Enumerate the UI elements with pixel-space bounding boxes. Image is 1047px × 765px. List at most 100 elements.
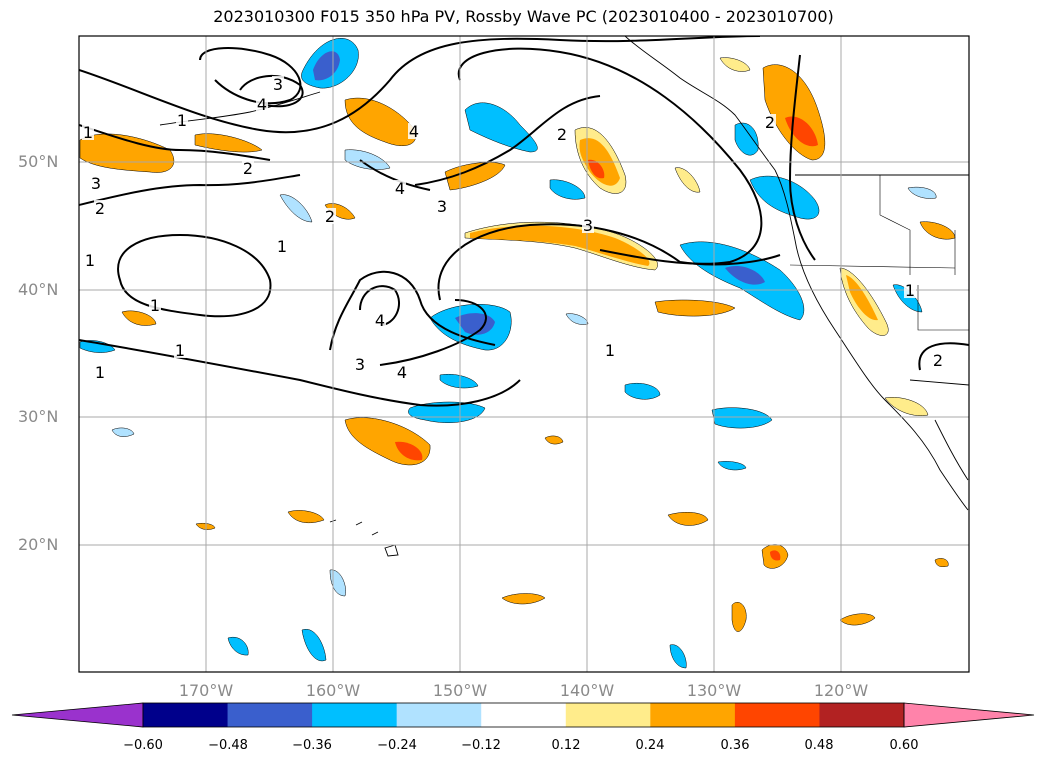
lon-label-120w: 120°W — [813, 681, 869, 700]
pv-anomaly-shading — [79, 38, 956, 669]
contour-label: 1 — [605, 341, 615, 360]
colorbar-tick: 0.36 — [720, 738, 750, 753]
neg-anomaly-blob — [711, 407, 773, 429]
colorbar-tick: −0.12 — [461, 738, 501, 753]
contour-pv-3 — [437, 223, 781, 301]
colorbar-tick: −0.48 — [208, 738, 248, 753]
map-frame — [78, 35, 970, 673]
neg-anomaly-blob — [624, 382, 661, 400]
colorbar-tick: −0.60 — [123, 738, 163, 753]
contour-label-bg — [324, 208, 336, 224]
contour-label: 4 — [395, 179, 405, 198]
lat-label-50n: 50°N — [18, 152, 59, 171]
contour-pv-4 — [359, 159, 431, 191]
contour-label: 3 — [437, 197, 447, 216]
colorbar-segment — [396, 703, 482, 727]
contour-label: 2 — [933, 351, 943, 370]
contour-label-bg — [84, 252, 96, 268]
contour-label-bg — [94, 364, 106, 380]
neg-anomaly-blob — [329, 569, 346, 597]
pos-anomaly-blob — [544, 435, 564, 445]
colorbar-tick: −0.24 — [377, 738, 417, 753]
colorbar-segment — [312, 703, 398, 727]
lon-label-170w: 170°W — [178, 681, 234, 700]
contour-label: 1 — [177, 111, 187, 130]
contour-pv-1 — [79, 339, 521, 407]
contour-pv-3 — [199, 47, 302, 105]
neg-anomaly-blob — [734, 122, 759, 156]
pos-anomaly-blob — [667, 512, 709, 526]
graticule — [79, 36, 969, 672]
colorbar-tick: 0.48 — [804, 738, 834, 753]
map-title: 2023010300 F015 350 hPa PV, Rossby Wave … — [213, 7, 834, 26]
contour-label-bg — [176, 112, 188, 128]
neg-anomaly-blob — [408, 401, 486, 423]
contour-pv-1 — [117, 233, 272, 318]
pos-anomaly-blob — [194, 133, 263, 153]
lon-label-160w: 160°W — [305, 681, 361, 700]
pos-anomaly-blob — [470, 225, 650, 266]
contour-label: 1 — [85, 251, 95, 270]
contour-label: 4 — [257, 95, 267, 114]
contour-label-bg — [374, 312, 386, 328]
neg-anomaly-core — [725, 265, 765, 285]
contour-label-bg — [932, 352, 944, 368]
contour-label-bg — [396, 364, 408, 380]
contour-label: 1 — [83, 123, 93, 142]
contour-pv-2 — [79, 174, 301, 206]
neg-anomaly-blob — [301, 628, 327, 662]
contour-label: 1 — [175, 341, 185, 360]
contour-label-bg — [408, 123, 420, 139]
colorbar-segment — [481, 703, 567, 727]
lon-label-130w: 130°W — [686, 681, 742, 700]
contour-label-bg — [174, 342, 186, 358]
contour-label-bg — [436, 198, 448, 214]
contour-label: 4 — [375, 311, 385, 330]
contour-label-bg — [904, 282, 916, 298]
contour-label: 3 — [273, 75, 283, 94]
contour-label: 3 — [91, 174, 101, 193]
lat-label-40n: 40°N — [18, 280, 59, 299]
gulf-california-coastline — [934, 419, 969, 481]
contour-label-bg — [354, 356, 366, 372]
colorbar-segment — [143, 703, 229, 727]
lat-label-30n: 30°N — [18, 407, 59, 426]
neg-anomaly-blob — [892, 284, 923, 313]
contour-pv-2 — [788, 54, 816, 261]
neg-anomaly-blob — [439, 374, 479, 389]
pos-anomaly-core — [770, 550, 781, 561]
colorbar-segment — [819, 703, 905, 727]
contour-label: 1 — [905, 281, 915, 300]
contour-label-bg — [276, 238, 288, 254]
contour-pv-4 — [379, 299, 487, 366]
neg-anomaly-blob — [717, 461, 747, 471]
contour-label: 1 — [150, 296, 160, 315]
contour-label-bg — [242, 160, 254, 176]
pos-anomaly-core — [395, 441, 423, 461]
colorbar-tick: 0.60 — [889, 738, 919, 753]
north-america-coastline — [774, 169, 969, 511]
us-mexico-border — [909, 379, 969, 386]
colorbar-tick: 0.24 — [635, 738, 665, 753]
neg-anomaly-blob — [749, 175, 820, 220]
contour-label-bg — [582, 217, 594, 233]
pos-anomaly-blob — [654, 299, 736, 317]
contour-label: 1 — [95, 363, 105, 382]
colorbar-extend-max — [903, 702, 1035, 728]
pos-anomaly-blob — [719, 57, 751, 72]
neg-anomaly-core — [455, 313, 495, 335]
contour-label: 2 — [243, 159, 253, 178]
contour-label-bg — [556, 126, 568, 142]
pos-anomaly-core — [588, 159, 605, 179]
colorbar-segment — [565, 703, 651, 727]
contour-pv-2 — [918, 342, 969, 371]
colorbar-tick: −0.36 — [292, 738, 332, 753]
pos-anomaly-blob — [344, 97, 417, 146]
lon-label-150w: 150°W — [432, 681, 488, 700]
contour-pv-4 — [239, 74, 304, 108]
contour-label: 4 — [409, 122, 419, 141]
contour-label-bg — [394, 180, 406, 196]
